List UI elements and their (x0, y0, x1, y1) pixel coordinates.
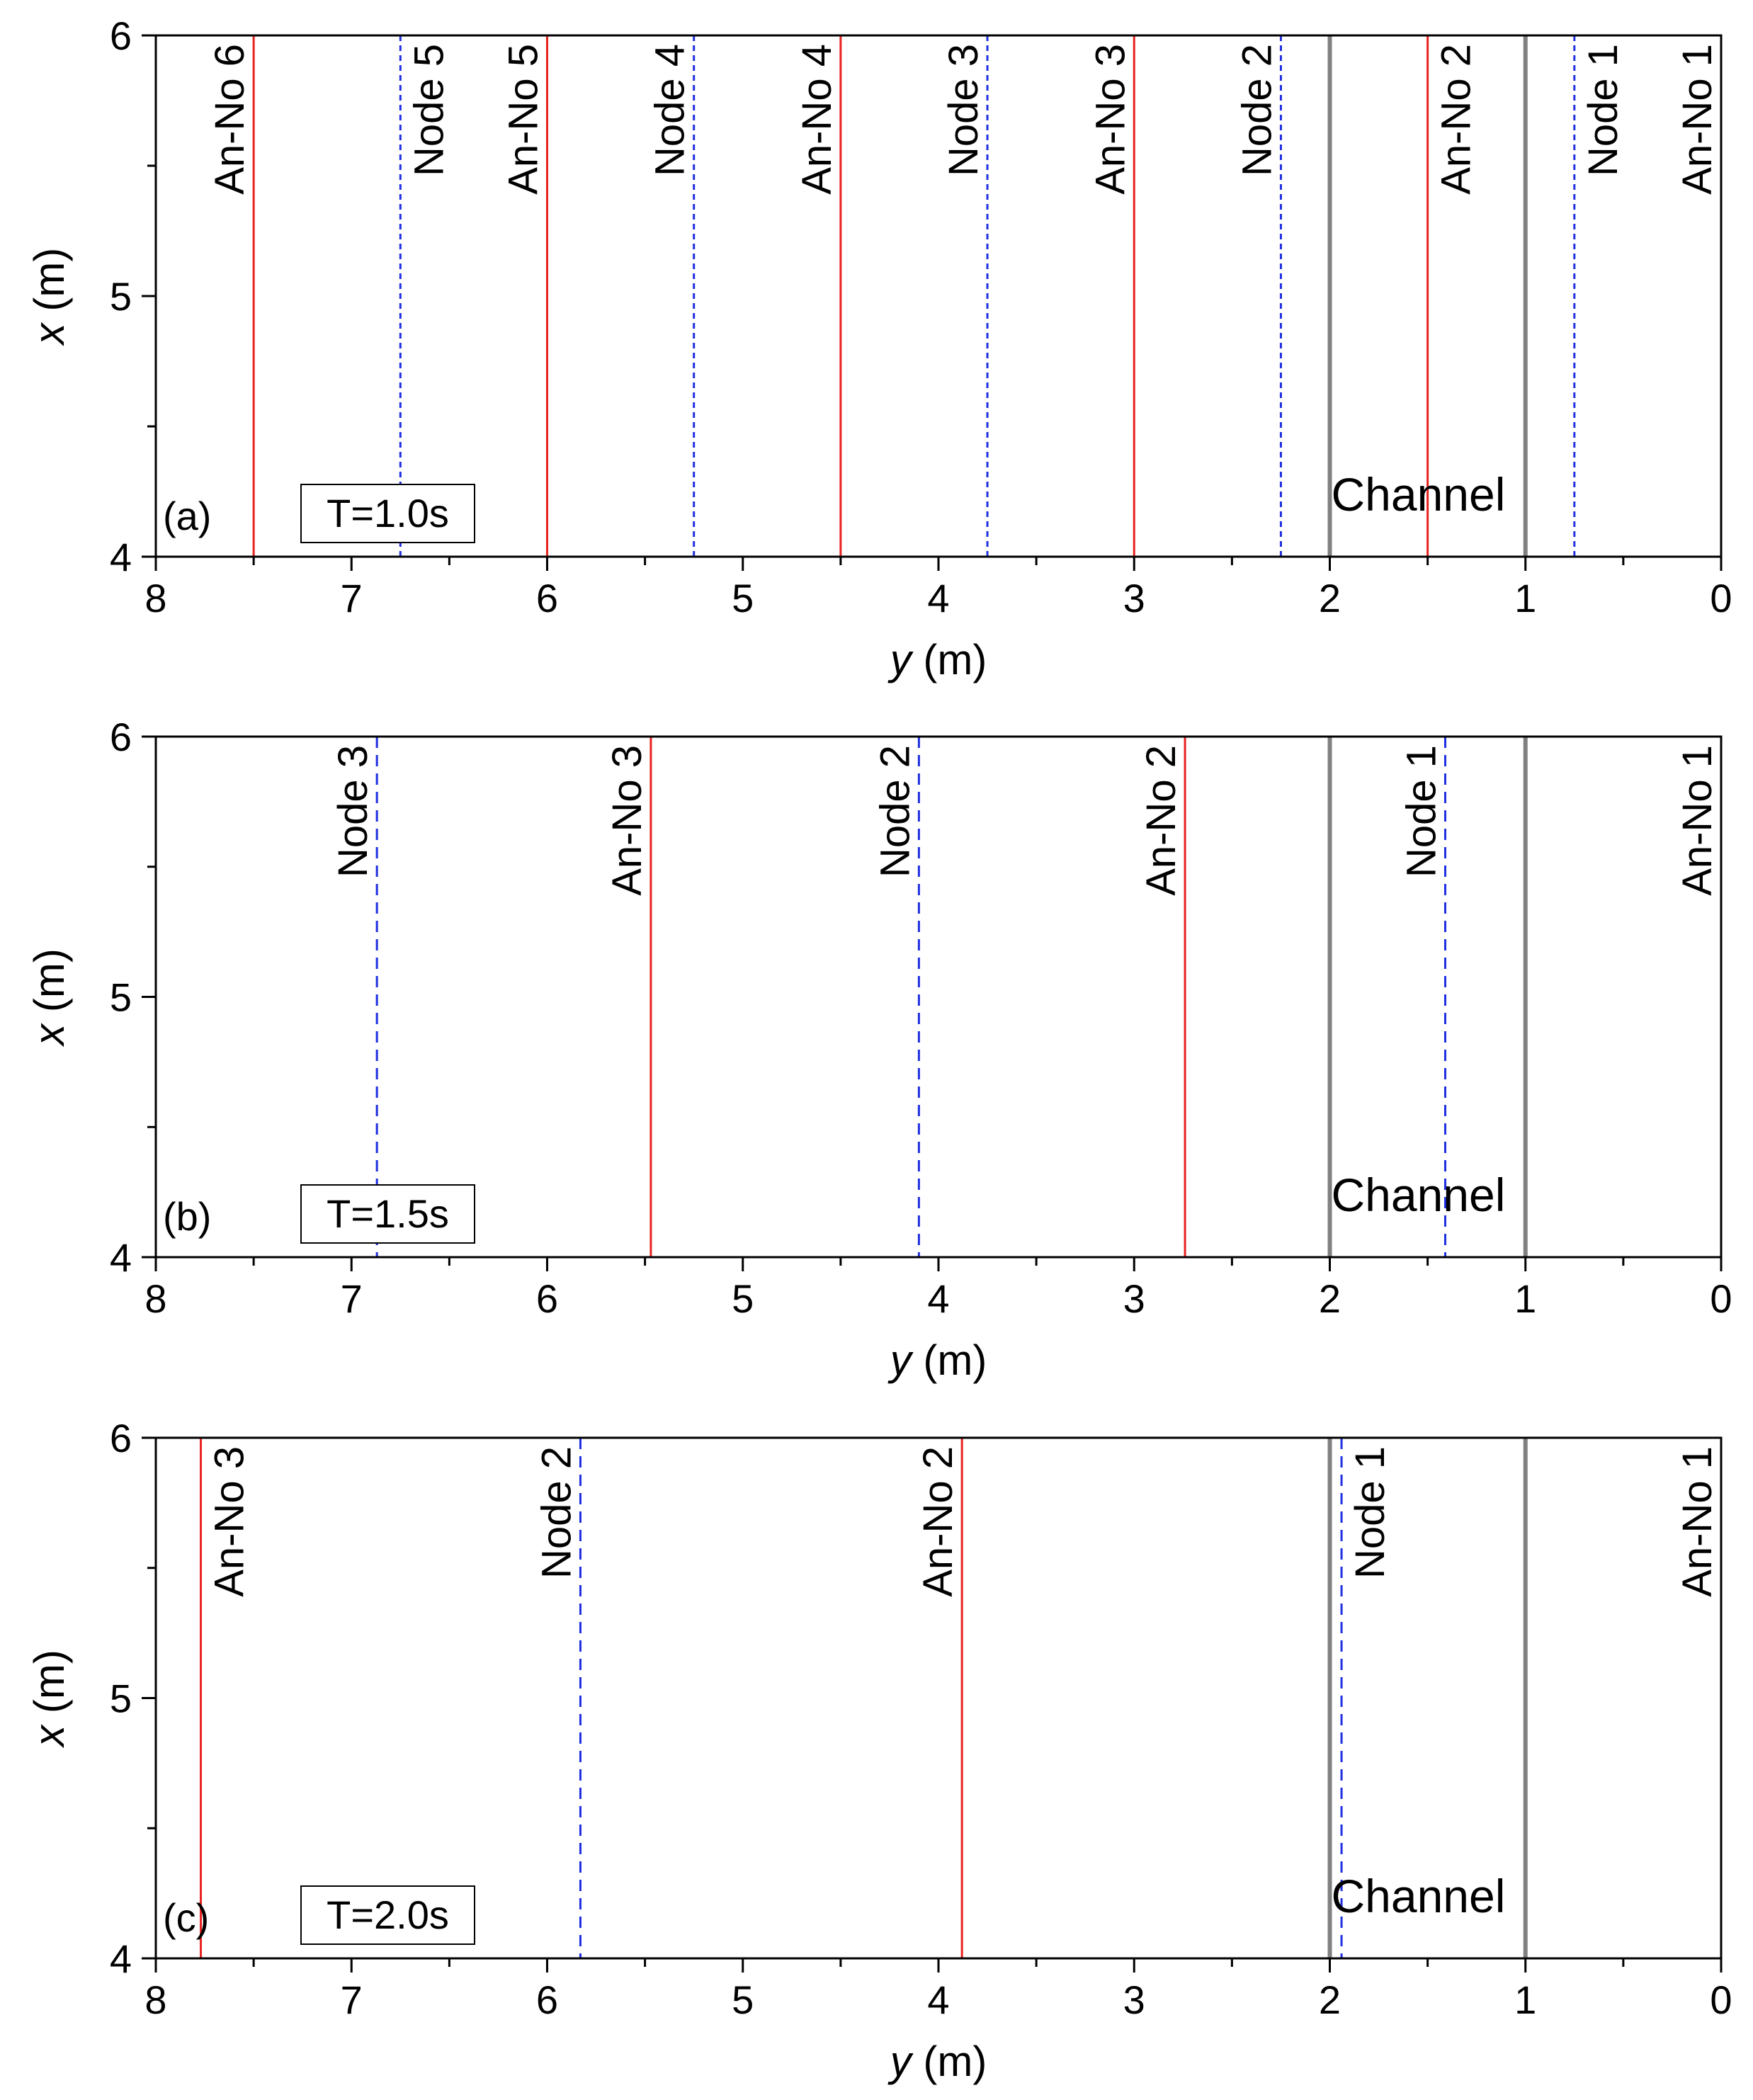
x-tick-label: 3 (1123, 576, 1145, 620)
node-label: Node 1 (1347, 1446, 1393, 1579)
antinode-label: An-No 5 (501, 44, 547, 195)
antinode-label: An-No 2 (915, 1446, 961, 1597)
node-label: Node 2 (1234, 44, 1280, 176)
period-label: T=2.0s (327, 1892, 449, 1937)
antinode-label: An-No 1 (1674, 44, 1720, 195)
y-axis-label: x (m) (25, 948, 73, 1048)
node-label: Node 3 (941, 44, 987, 176)
y-axis-unit: (m) (25, 248, 73, 324)
y-tick-label: 6 (110, 13, 132, 58)
y-tick-label: 4 (110, 1936, 132, 1981)
x-tick-label: 5 (732, 1977, 754, 2022)
x-axis-variable: y (887, 636, 914, 683)
chart-panel-1: An-No 6 Node 5 An-No 5 Node 4 An-No 4 Node 3 A… (25, 13, 1732, 683)
x-tick-label: 2 (1319, 576, 1341, 620)
y-tick-label: 6 (110, 715, 132, 759)
x-tick-label: 3 (1123, 1276, 1145, 1321)
node-label: Node 1 (1580, 44, 1626, 176)
period-label: T=1.0s (327, 491, 449, 535)
node-label: Node 2 (533, 1446, 579, 1579)
x-tick-label: 2 (1319, 1276, 1341, 1321)
channel-label: Channel (1332, 468, 1506, 521)
x-tick-label: 8 (144, 1977, 166, 2022)
panel-label: (b) (163, 1194, 211, 1239)
x-axis-unit: (m) (912, 636, 987, 683)
y-axis-label: x (m) (25, 248, 73, 347)
node-label: Node 2 (872, 745, 918, 878)
x-tick-label: 3 (1123, 1977, 1145, 2022)
chart-panel-3: An-No 3 Node 2 An-No 2 Node 1 An-No 1 8 7 6 5 4 3 2… (25, 1416, 1732, 2085)
x-axis-label: y (m) (887, 1336, 987, 1384)
x-tick-label: 8 (144, 576, 166, 620)
period-box (300, 1184, 475, 1244)
y-axis-label: x (m) (25, 1650, 73, 1749)
antinode-label: An-No 4 (794, 44, 840, 195)
node-label: Node 1 (1398, 745, 1444, 878)
channel-label: Channel (1332, 1169, 1506, 1221)
y-tick-label: 5 (110, 1676, 132, 1721)
y-axis-unit: (m) (25, 948, 73, 1024)
x-tick-label: 7 (341, 576, 363, 620)
antinode-label: An-No 6 (207, 44, 253, 195)
period-label: T=1.5s (327, 1191, 449, 1236)
x-tick-label: 0 (1710, 576, 1732, 620)
channel-label: Channel (1332, 1870, 1506, 1922)
node-label: Node 3 (330, 745, 376, 878)
x-tick-label: 8 (144, 1276, 166, 1321)
antinode-label: An-No 3 (1087, 44, 1133, 195)
antinode-label: An-No 2 (1434, 44, 1480, 195)
x-axis-unit: (m) (912, 2038, 987, 2085)
x-axis-label: y (m) (887, 2038, 987, 2085)
x-tick-label: 0 (1710, 1276, 1732, 1321)
y-tick-label: 5 (110, 274, 132, 319)
x-tick-label: 4 (927, 1977, 949, 2022)
x-axis-unit: (m) (912, 1336, 987, 1384)
y-axis-unit: (m) (25, 1650, 73, 1725)
x-tick-label: 1 (1514, 1276, 1536, 1321)
antinode-label: An-No 3 (207, 1446, 253, 1597)
chart-panel-2: Node 3 An-No 3 Node 2 An-No 2 Node 1 An-No 1 8… (25, 715, 1732, 1384)
antinode-label: An-No 2 (1138, 745, 1184, 896)
period-box (300, 1885, 475, 1945)
panel-label: (a) (163, 494, 211, 538)
x-tick-label: 6 (536, 1977, 558, 2022)
x-tick-label: 1 (1514, 576, 1536, 620)
antinode-label: An-No 3 (604, 745, 650, 896)
y-axis-variable: x (25, 322, 73, 346)
y-axis-variable: x (25, 1023, 73, 1048)
x-tick-label: 2 (1319, 1977, 1341, 2022)
x-tick-label: 5 (732, 1276, 754, 1321)
x-tick-label: 7 (341, 1977, 363, 2022)
x-axis-label: y (m) (887, 636, 987, 683)
antinode-label: An-No 1 (1674, 745, 1720, 896)
y-tick-label: 4 (110, 1235, 132, 1280)
x-tick-label: 5 (732, 576, 754, 620)
panel-label: (c) (163, 1895, 209, 1940)
x-tick-label: 1 (1514, 1977, 1536, 2022)
y-tick-label: 6 (110, 1416, 132, 1460)
x-tick-label: 7 (341, 1276, 363, 1321)
x-axis-variable: y (887, 1336, 914, 1384)
node-label: Node 5 (406, 44, 452, 176)
node-label: Node 4 (647, 44, 693, 176)
x-tick-label: 4 (927, 1276, 949, 1321)
antinode-label: An-No 1 (1674, 1446, 1720, 1597)
x-axis-variable: y (887, 2038, 914, 2085)
y-tick-label: 5 (110, 975, 132, 1020)
x-tick-label: 0 (1710, 1977, 1732, 2022)
y-tick-label: 4 (110, 535, 132, 579)
y-axis-variable: x (25, 1724, 73, 1749)
period-box (300, 484, 475, 543)
x-tick-label: 6 (536, 1276, 558, 1321)
x-tick-label: 4 (927, 576, 949, 620)
x-tick-label: 6 (536, 576, 558, 620)
